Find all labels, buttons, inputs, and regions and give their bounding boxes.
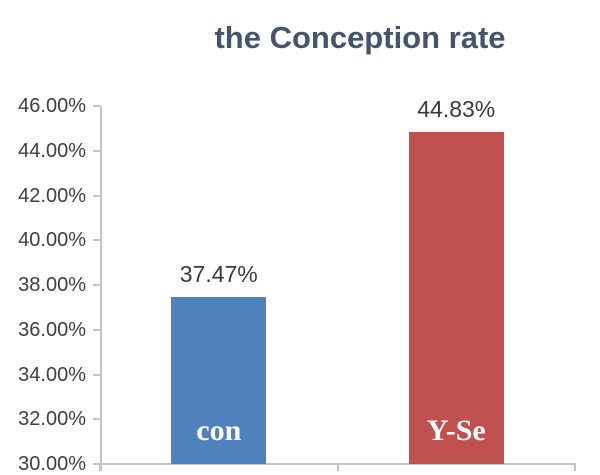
category-label-con: con [196,414,242,447]
y-axis-tick-label: 36.00% [18,318,86,341]
y-axis-tick-mark [93,194,100,197]
y-axis-tick-mark [93,105,100,107]
y-axis-tick-mark [93,463,100,465]
y-axis-tick-mark [93,373,100,376]
y-axis-line [100,106,102,471]
y-axis-tick-label: 32.00% [18,408,86,431]
y-axis-tick-label: 30.00% [18,453,86,475]
y-axis-tick-label: 44.00% [18,139,86,162]
bar-con [171,296,267,464]
value-label-con: 37.47% [179,260,258,287]
y-axis-tick-mark [93,284,100,286]
y-axis-tick-label: 40.00% [18,229,86,252]
value-label-y-se: 44.83% [417,96,496,123]
x-axis-tick-mark [99,463,101,471]
x-axis-tick-mark [336,463,339,471]
y-axis-tick-mark [93,149,100,152]
y-axis-tick-label: 46.00% [18,95,86,117]
y-axis-tick-mark [93,418,100,421]
chart-title: the Conception rate [214,20,506,55]
y-axis-tick-mark [93,328,100,331]
category-label-y-se: Y-Se [426,414,486,447]
x-axis-tick-mark [574,463,576,471]
y-axis-tick-label: 42.00% [18,184,86,207]
bar-y-se [408,132,504,464]
y-axis-tick-label: 38.00% [18,274,86,296]
y-axis-tick-mark [93,239,100,242]
y-axis-tick-label: 34.00% [18,363,86,386]
